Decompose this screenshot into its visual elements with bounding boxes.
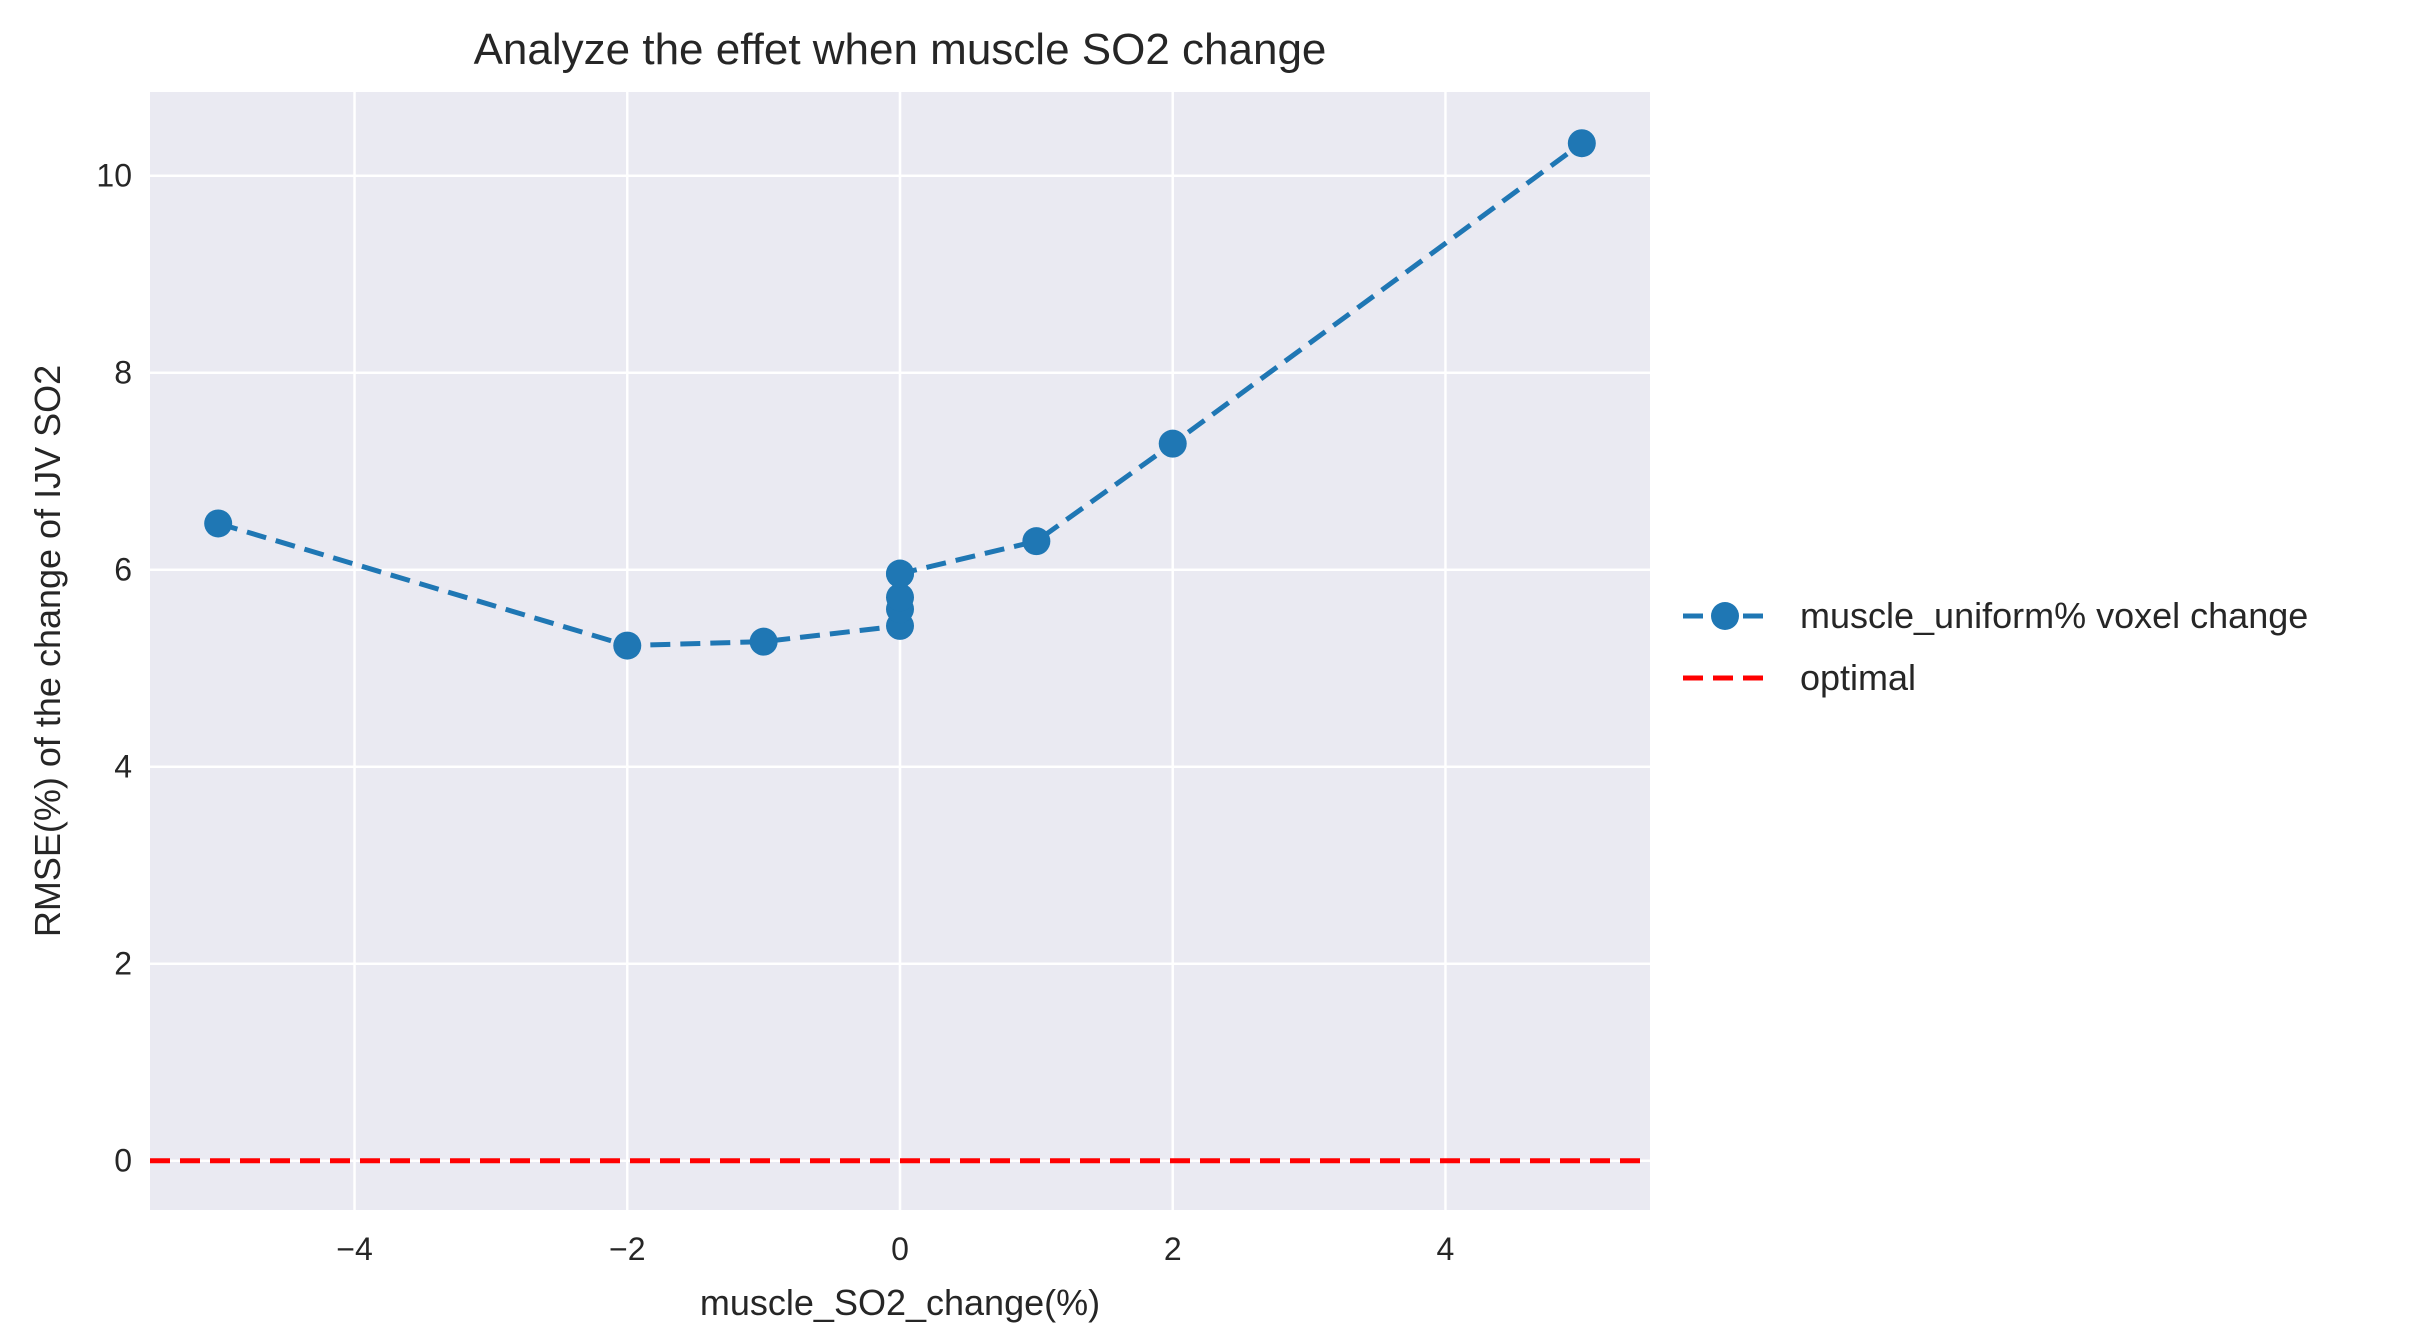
data-point: [1022, 527, 1051, 556]
x-tick-label: 0: [891, 1231, 909, 1267]
y-tick-label: 4: [114, 749, 132, 785]
data-point: [613, 631, 642, 660]
data-point: [886, 583, 914, 612]
x-tick-label: −4: [336, 1231, 372, 1267]
y-axis-label: RMSE(%) of the change of IJV SO2: [27, 365, 68, 937]
x-tick-labels: −4 −2 0 2 4: [336, 1231, 1454, 1267]
x-tick-label: 4: [1437, 1231, 1455, 1267]
legend-label-optimal: optimal: [1800, 657, 1916, 698]
legend: muscle_uniform% voxel change optimal: [1683, 595, 2308, 698]
legend-label-muscle-uniform: muscle_uniform% voxel change: [1800, 595, 2308, 636]
chart-title: Analyze the effet when muscle SO2 change: [474, 25, 1327, 74]
y-tick-labels: 0 2 4 6 8 10: [96, 158, 132, 1179]
y-tick-label: 2: [114, 946, 132, 982]
y-tick-label: 8: [114, 355, 132, 391]
y-tick-label: 10: [96, 158, 132, 194]
series-layer: [150, 129, 1650, 1164]
y-tick-label: 0: [114, 1143, 132, 1179]
data-point: [1158, 429, 1187, 458]
data-point: [204, 509, 233, 538]
data-point: [1567, 129, 1596, 158]
x-tick-label: 2: [1164, 1231, 1182, 1267]
data-point: [886, 559, 914, 588]
x-tick-label: −2: [609, 1231, 645, 1267]
data-point: [749, 627, 778, 656]
legend-marker-muscle-uniform: [1711, 602, 1739, 630]
x-axis-label: muscle_SO2_change(%): [700, 1282, 1100, 1323]
y-tick-label: 6: [114, 552, 132, 588]
